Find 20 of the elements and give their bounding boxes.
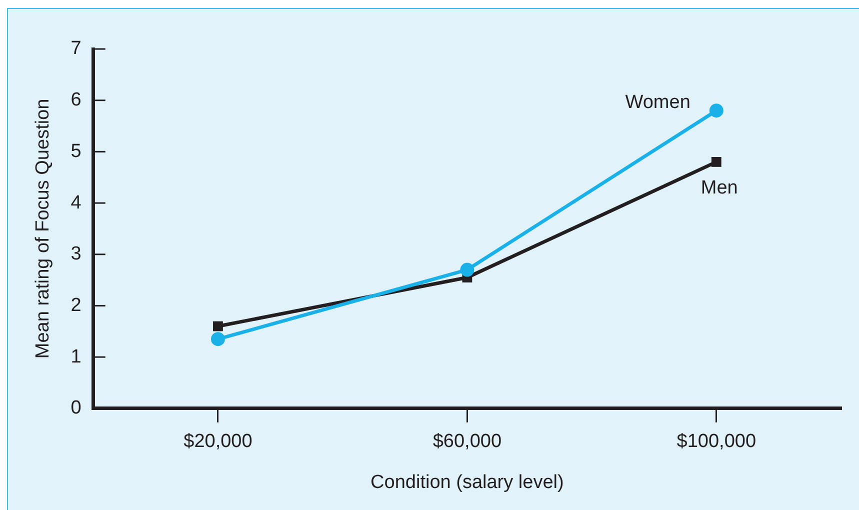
point [210, 332, 225, 346]
x-tick-label: $20,000 [184, 431, 252, 452]
point [711, 157, 722, 167]
x-tick-label: $60,000 [432, 431, 502, 452]
y-tick-label: 7 [70, 38, 82, 60]
series-label: Men [700, 178, 738, 199]
y-axis-title: Mean rating of Focus Question [32, 98, 54, 359]
y-tick-label: 2 [70, 294, 82, 316]
y-tick-label: 4 [70, 192, 82, 214]
y-tick-label: 3 [70, 244, 82, 265]
series-label: Women [625, 92, 690, 113]
x-tick-label: $100,000 [676, 431, 756, 452]
point [460, 262, 474, 277]
y-tick-label: 6 [70, 90, 82, 111]
y-tick-label: 0 [70, 398, 82, 419]
y-tick-label: 5 [70, 140, 82, 162]
y-tick-label: 1 [70, 346, 82, 368]
point [213, 321, 223, 332]
point [709, 104, 724, 118]
x-axis-title: Condition (salary level) [370, 472, 564, 493]
